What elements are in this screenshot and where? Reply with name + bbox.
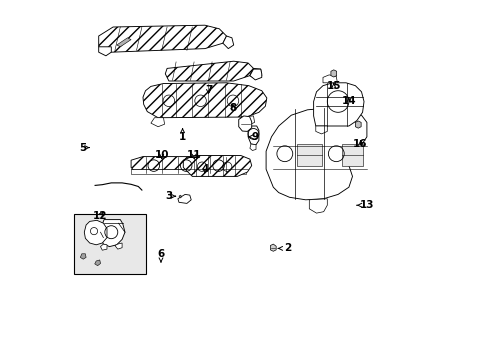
Polygon shape (131, 169, 246, 174)
Polygon shape (296, 144, 321, 166)
Polygon shape (179, 195, 182, 198)
Polygon shape (80, 254, 86, 259)
Bar (73, 214, 145, 274)
Polygon shape (95, 260, 101, 266)
Polygon shape (315, 126, 326, 134)
Text: 13: 13 (356, 200, 373, 210)
Polygon shape (101, 244, 107, 250)
Polygon shape (223, 36, 233, 49)
Polygon shape (183, 156, 251, 176)
Polygon shape (101, 220, 125, 247)
Polygon shape (165, 61, 253, 81)
Polygon shape (99, 47, 111, 56)
Polygon shape (151, 118, 164, 127)
Text: 7: 7 (204, 85, 212, 95)
Polygon shape (238, 116, 251, 131)
Polygon shape (249, 68, 261, 79)
Polygon shape (247, 126, 258, 145)
Polygon shape (117, 38, 131, 47)
Text: 1: 1 (179, 129, 186, 142)
Text: 10: 10 (154, 150, 169, 160)
Text: 8: 8 (229, 103, 236, 113)
Text: 15: 15 (326, 81, 340, 91)
Text: 14: 14 (341, 96, 355, 106)
Text: 3: 3 (165, 191, 175, 201)
Polygon shape (316, 103, 326, 110)
Polygon shape (330, 70, 336, 77)
Polygon shape (265, 108, 366, 200)
Polygon shape (270, 244, 276, 251)
Polygon shape (249, 69, 261, 80)
Text: 6: 6 (157, 249, 164, 262)
Text: 9: 9 (248, 132, 258, 142)
Polygon shape (355, 121, 361, 128)
Polygon shape (313, 83, 363, 126)
Polygon shape (99, 25, 226, 52)
Polygon shape (241, 116, 254, 125)
Text: 16: 16 (352, 139, 367, 149)
Polygon shape (322, 75, 337, 83)
Polygon shape (341, 144, 363, 166)
Polygon shape (178, 194, 191, 203)
Polygon shape (249, 144, 256, 150)
Text: 12: 12 (92, 211, 107, 221)
Polygon shape (131, 157, 249, 174)
Text: 4: 4 (201, 164, 208, 174)
Polygon shape (84, 220, 107, 245)
Text: 5: 5 (79, 143, 89, 153)
Polygon shape (309, 199, 326, 213)
Polygon shape (142, 83, 266, 118)
Text: 2: 2 (278, 243, 291, 253)
Polygon shape (115, 243, 122, 249)
Text: 11: 11 (186, 150, 201, 160)
